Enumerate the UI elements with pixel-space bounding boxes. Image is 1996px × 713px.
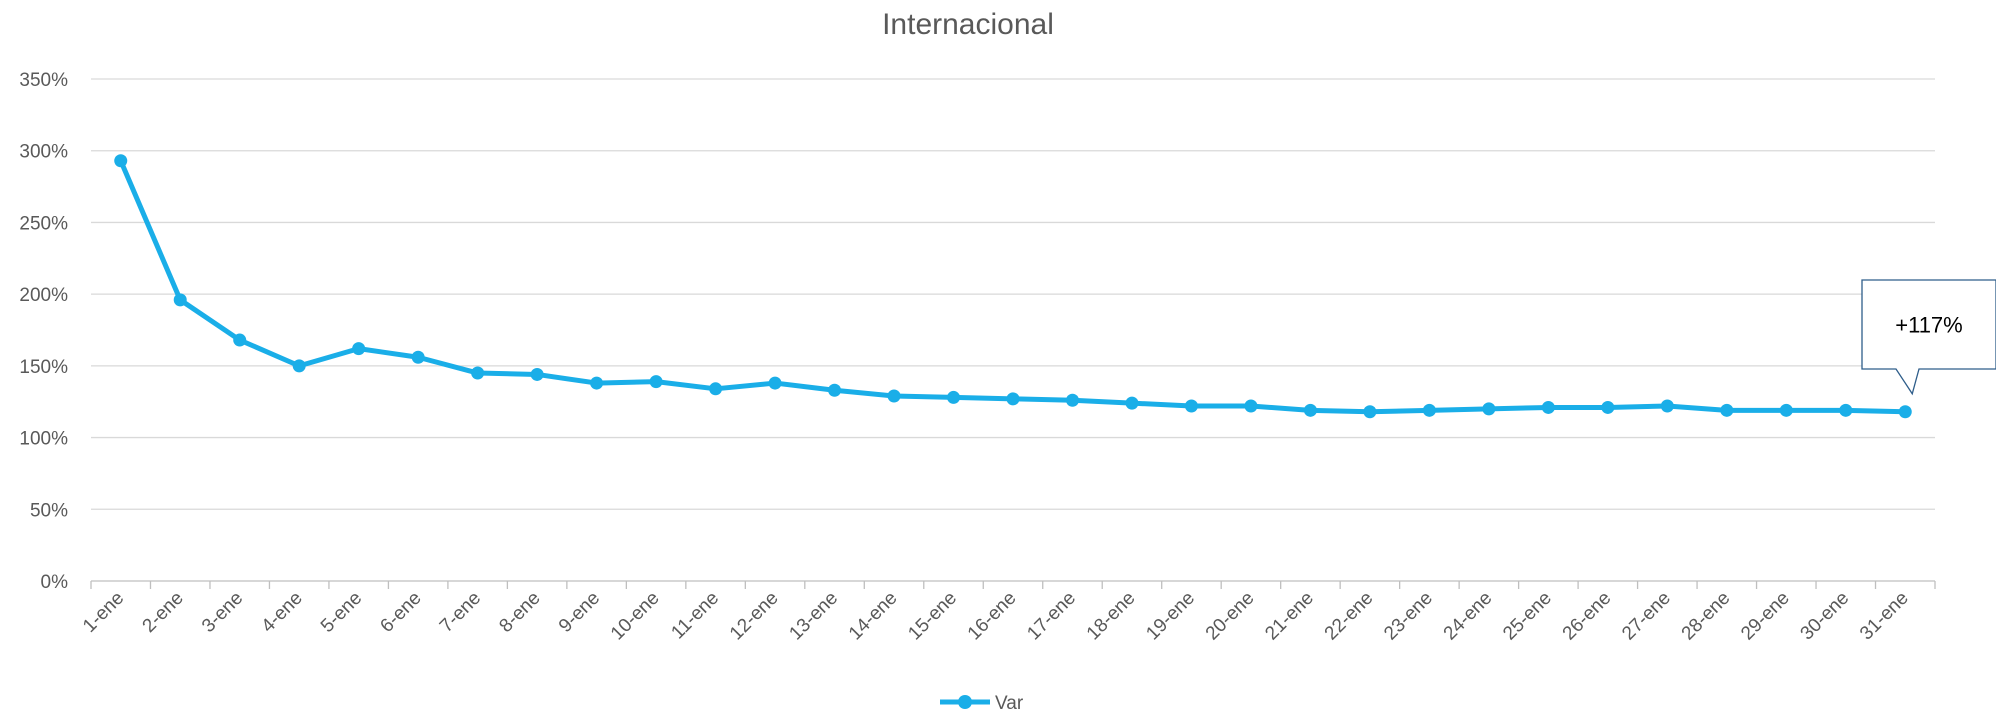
- data-point: [709, 382, 723, 396]
- x-tick-label: 15-ene: [904, 588, 961, 645]
- x-tick-label: 10-ene: [607, 588, 664, 645]
- data-point: [947, 390, 961, 404]
- data-point: [1065, 393, 1079, 407]
- data-point: [1184, 399, 1198, 413]
- data-point: [114, 154, 128, 168]
- x-tick-label: 11-ene: [667, 588, 723, 644]
- x-tick-label: 6-ene: [376, 588, 425, 637]
- x-axis: 1-ene 2-ene 3-ene 4-ene 5-ene 6-ene 7-ene 8-ene…: [79, 580, 1936, 645]
- y-axis-tick-labels: 0% 50% 100% 150% 200% 250% 300% 350%: [19, 70, 68, 593]
- data-point: [1303, 403, 1317, 417]
- x-tick-label: 7-ene: [436, 588, 485, 637]
- y-tick-label: 200%: [19, 285, 68, 306]
- data-point: [352, 342, 366, 356]
- x-tick-label: 5-ene: [317, 588, 366, 637]
- y-tick-label: 100%: [19, 429, 68, 450]
- x-tick-label: 1-ene: [79, 588, 128, 637]
- callout-box: [1861, 279, 1996, 396]
- x-tick-label: 12-ene: [726, 588, 783, 645]
- x-tick-label: 19-ene: [1142, 588, 1199, 645]
- y-tick-label: 50%: [30, 500, 68, 521]
- x-tick-label: 24-ene: [1440, 588, 1497, 645]
- data-point: [1779, 403, 1793, 417]
- data-point: [411, 350, 425, 364]
- x-tick-label: 3-ene: [198, 588, 247, 637]
- data-point: [1660, 399, 1674, 413]
- callout-text: +117%: [1895, 313, 1962, 338]
- legend-marker: [958, 695, 972, 709]
- data-point: [1839, 403, 1853, 417]
- x-tick-label: 18-ene: [1083, 588, 1140, 645]
- x-tick-label: 28-ene: [1678, 588, 1735, 645]
- x-tick-label: 22-ene: [1321, 588, 1378, 645]
- x-tick-label: 30-ene: [1797, 588, 1854, 645]
- data-point: [887, 389, 901, 403]
- x-tick-label: 25-ene: [1499, 588, 1556, 645]
- data-point: [1244, 399, 1258, 413]
- x-tick-label: 31-ene: [1856, 588, 1913, 645]
- callout: +117%: [1861, 279, 1996, 396]
- data-point: [1125, 396, 1139, 410]
- data-point: [1541, 400, 1555, 414]
- data-point: [1898, 405, 1912, 419]
- gridlines: [91, 78, 1935, 510]
- x-tick-label: 13-ene: [785, 588, 842, 645]
- x-tick-label: 17-ene: [1023, 588, 1080, 645]
- legend: Var: [940, 693, 1024, 713]
- x-tick-label: 9-ene: [555, 588, 604, 637]
- data-point: [530, 367, 544, 381]
- data-point: [471, 366, 485, 380]
- data-point: [1363, 405, 1377, 419]
- data-point: [768, 376, 782, 390]
- data-point: [1720, 403, 1734, 417]
- data-point: [1482, 402, 1496, 416]
- x-tick-label: 2-ene: [139, 588, 188, 637]
- x-tick-label: 29-ene: [1737, 588, 1794, 645]
- x-tick-label: 14-ene: [845, 588, 902, 645]
- y-tick-label: 300%: [19, 142, 68, 163]
- y-tick-label: 0%: [41, 572, 69, 593]
- data-point: [590, 376, 604, 390]
- series-var: [114, 154, 1912, 419]
- legend-label: Var: [995, 693, 1024, 713]
- data-point: [1422, 403, 1436, 417]
- x-tick-label: 4-ene: [258, 588, 307, 637]
- x-tick-label: 16-ene: [964, 588, 1021, 645]
- data-point: [233, 333, 247, 347]
- x-tick-label: 23-ene: [1380, 588, 1437, 645]
- chart-title: Internacional: [882, 8, 1054, 41]
- x-tick-label: 8-ene: [495, 588, 544, 637]
- data-point: [828, 383, 842, 397]
- y-tick-label: 350%: [19, 70, 68, 91]
- data-point: [649, 375, 663, 389]
- x-tick-label: 26-ene: [1559, 588, 1616, 645]
- y-tick-label: 150%: [19, 357, 68, 378]
- data-point: [292, 359, 306, 373]
- y-tick-label: 250%: [19, 213, 68, 234]
- x-tick-label: 20-ene: [1202, 588, 1259, 645]
- data-point: [1601, 400, 1615, 414]
- x-tick-label: 21-ene: [1261, 588, 1318, 645]
- data-point: [173, 293, 187, 307]
- data-point: [1006, 392, 1020, 406]
- series-line: [118, 159, 1906, 415]
- x-tick-label: 27-ene: [1618, 588, 1675, 645]
